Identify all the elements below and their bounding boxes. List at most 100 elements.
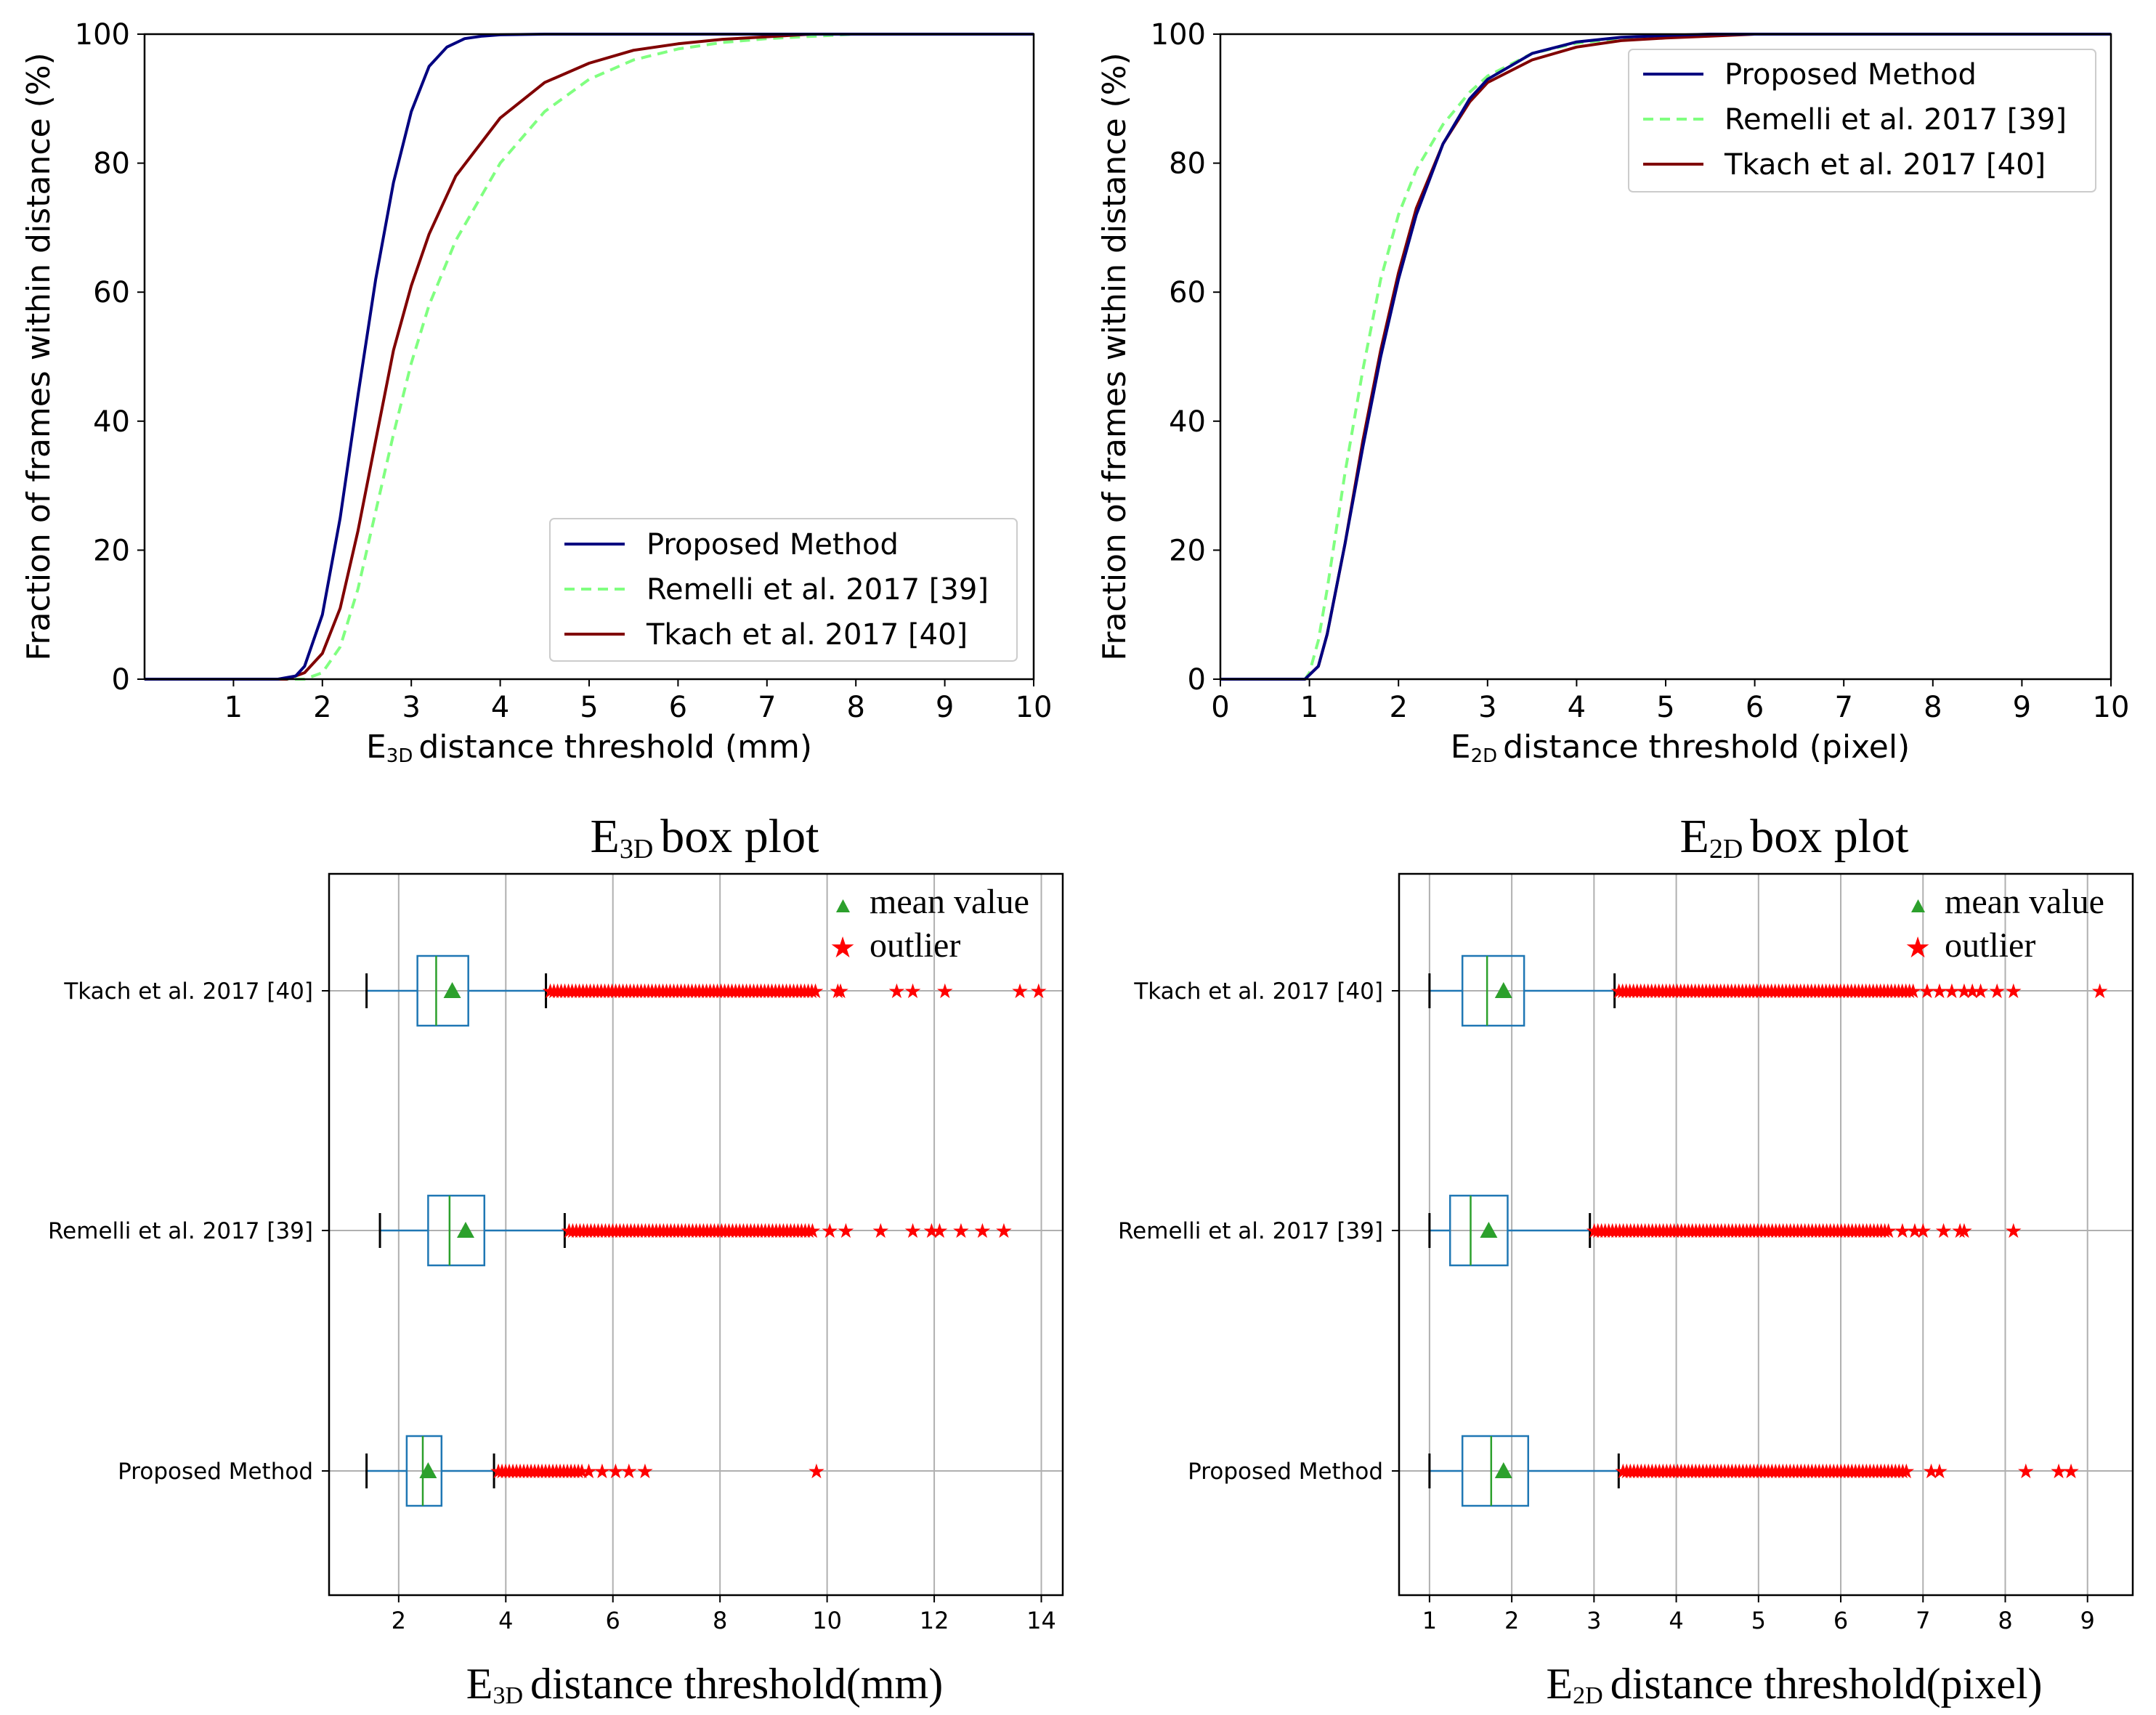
outlier-marker: ★ (1861, 1220, 1879, 1243)
outlier-marker: ★ (1792, 1461, 1810, 1483)
outlier-marker: ★ (1774, 1461, 1792, 1483)
outlier-marker: ★ (1596, 1220, 1614, 1243)
outlier-marker: ★ (556, 981, 574, 1003)
outlier-marker: ★ (1796, 1220, 1814, 1243)
outlier-marker: ★ (1658, 1461, 1676, 1483)
outlier-marker: ★ (1893, 1220, 1911, 1243)
outlier-marker: ★ (1730, 981, 1748, 1003)
x-tick-label: 3 (1586, 1607, 1601, 1634)
outlier-marker: ★ (541, 981, 559, 1003)
outlier-marker: ★ (1694, 1461, 1712, 1483)
outlier-marker: ★ (592, 981, 610, 1003)
outlier-marker: ★ (1955, 981, 1973, 1003)
outlier-marker: ★ (639, 981, 657, 1003)
outlier-marker: ★ (548, 981, 567, 1003)
outlier-marker: ★ (1831, 981, 1849, 1003)
box-iqr (1461, 1435, 1530, 1507)
outlier-marker: ★ (1802, 981, 1820, 1003)
outlier-marker: ★ (1640, 1461, 1658, 1483)
outlier-marker: ★ (1918, 981, 1936, 1003)
outlier-marker: ★ (2050, 1461, 2068, 1483)
outlier-marker: ★ (585, 1220, 604, 1243)
box-3d-marks: ★★★★★★★★★★★★★★★★★★★★★★★★★★★★★★★★★★★★★★★★… (365, 954, 1047, 1507)
outlier-marker: ★ (1886, 981, 1904, 1003)
outlier-marker: ★ (578, 1220, 596, 1243)
mean-marker (1480, 1222, 1498, 1238)
outlier-marker: ★ (530, 1461, 548, 1483)
outlier-marker: ★ (781, 981, 799, 1003)
outlier-marker: ★ (515, 1461, 533, 1483)
outlier-marker: ★ (1807, 1220, 1825, 1243)
x-tick-label: 8 (846, 691, 864, 724)
x-tick-label: 4 (498, 1607, 513, 1634)
outlier-marker: ★ (1894, 1461, 1912, 1483)
outlier-marker: ★ (1853, 981, 1871, 1003)
outlier-marker: ★ (555, 1461, 573, 1483)
outlier-marker: ★ (1709, 1220, 1727, 1243)
outlier-marker: ★ (493, 1461, 511, 1483)
outlier-marker: ★ (1029, 981, 1047, 1003)
cdf-2d-series (1220, 33, 2111, 681)
outlier-marker: ★ (1734, 1461, 1752, 1483)
outlier-marker: ★ (1814, 1461, 1832, 1483)
outlier-marker: ★ (1770, 1220, 1788, 1243)
outlier-marker: ★ (1778, 1220, 1796, 1243)
outlier-marker: ★ (615, 1220, 633, 1243)
x-tick-label: 1 (1300, 691, 1318, 724)
outlier-marker: ★ (1683, 1220, 1701, 1243)
outlier-marker: ★ (1865, 1220, 1883, 1243)
outlier-marker: ★ (582, 1220, 600, 1243)
outlier-marker: ★ (544, 1461, 562, 1483)
outlier-marker: ★ (1676, 1461, 1694, 1483)
outlier-marker: ★ (1618, 1461, 1636, 1483)
outlier-marker: ★ (570, 981, 588, 1003)
outlier-marker: ★ (1697, 981, 1715, 1003)
x-tick-label: 5 (580, 691, 598, 724)
outlier-marker: ★ (2062, 1461, 2080, 1483)
x-tick-label: 6 (1746, 691, 1764, 724)
outlier-marker: ★ (1897, 1461, 1916, 1483)
outlier-marker: ★ (651, 1220, 669, 1243)
outlier-marker: ★ (1807, 1461, 1825, 1483)
outlier-marker: ★ (1643, 1220, 1661, 1243)
outlier-marker: ★ (1738, 1220, 1756, 1243)
outlier-marker: ★ (580, 1461, 598, 1483)
outlier-marker: ★ (1730, 1461, 1748, 1483)
outlier-marker: ★ (629, 1220, 647, 1243)
outlier-marker: ★ (658, 1220, 676, 1243)
outlier-marker: ★ (1785, 1461, 1803, 1483)
outlier-marker: ★ (1693, 981, 1711, 1003)
outlier-marker: ★ (1889, 981, 1908, 1003)
outlier-marker: ★ (734, 981, 752, 1003)
outlier-marker: ★ (737, 981, 755, 1003)
outlier-marker: ★ (994, 1220, 1013, 1243)
outlier-marker: ★ (687, 1220, 705, 1243)
outlier-marker: ★ (1865, 1461, 1883, 1483)
outlier-marker: ★ (716, 981, 734, 1003)
outlier-marker: ★ (799, 981, 817, 1003)
outlier-marker: ★ (1839, 1220, 1857, 1243)
outlier-marker: ★ (1687, 1461, 1705, 1483)
outlier-marker: ★ (1839, 1461, 1857, 1483)
outlier-marker: ★ (731, 1220, 749, 1243)
outlier-marker: ★ (647, 1220, 665, 1243)
outlier-marker: ★ (1712, 1461, 1730, 1483)
outlier-marker: ★ (1643, 1461, 1661, 1483)
outlier-marker: ★ (1817, 981, 1835, 1003)
outlier-marker: ★ (1748, 1220, 1767, 1243)
x-tick-label: 8 (1998, 1607, 2012, 1634)
outlier-marker: ★ (1832, 1461, 1850, 1483)
outlier-marker: ★ (1748, 1461, 1767, 1483)
outlier-marker: ★ (1640, 1220, 1658, 1243)
outlier-marker: ★ (1741, 1220, 1759, 1243)
outlier-marker: ★ (726, 981, 745, 1003)
outlier-marker: ★ (617, 981, 636, 1003)
outlier-marker: ★ (931, 1220, 949, 1243)
outlier-marker: ★ (800, 1220, 818, 1243)
x-tick-label: 9 (2080, 1607, 2095, 1634)
outlier-marker: ★ (1716, 1220, 1734, 1243)
outlier-marker: ★ (643, 981, 661, 1003)
outlier-marker: ★ (562, 1461, 580, 1483)
outlier-marker: ★ (1879, 981, 1897, 1003)
outlier-marker: ★ (1687, 1220, 1705, 1243)
